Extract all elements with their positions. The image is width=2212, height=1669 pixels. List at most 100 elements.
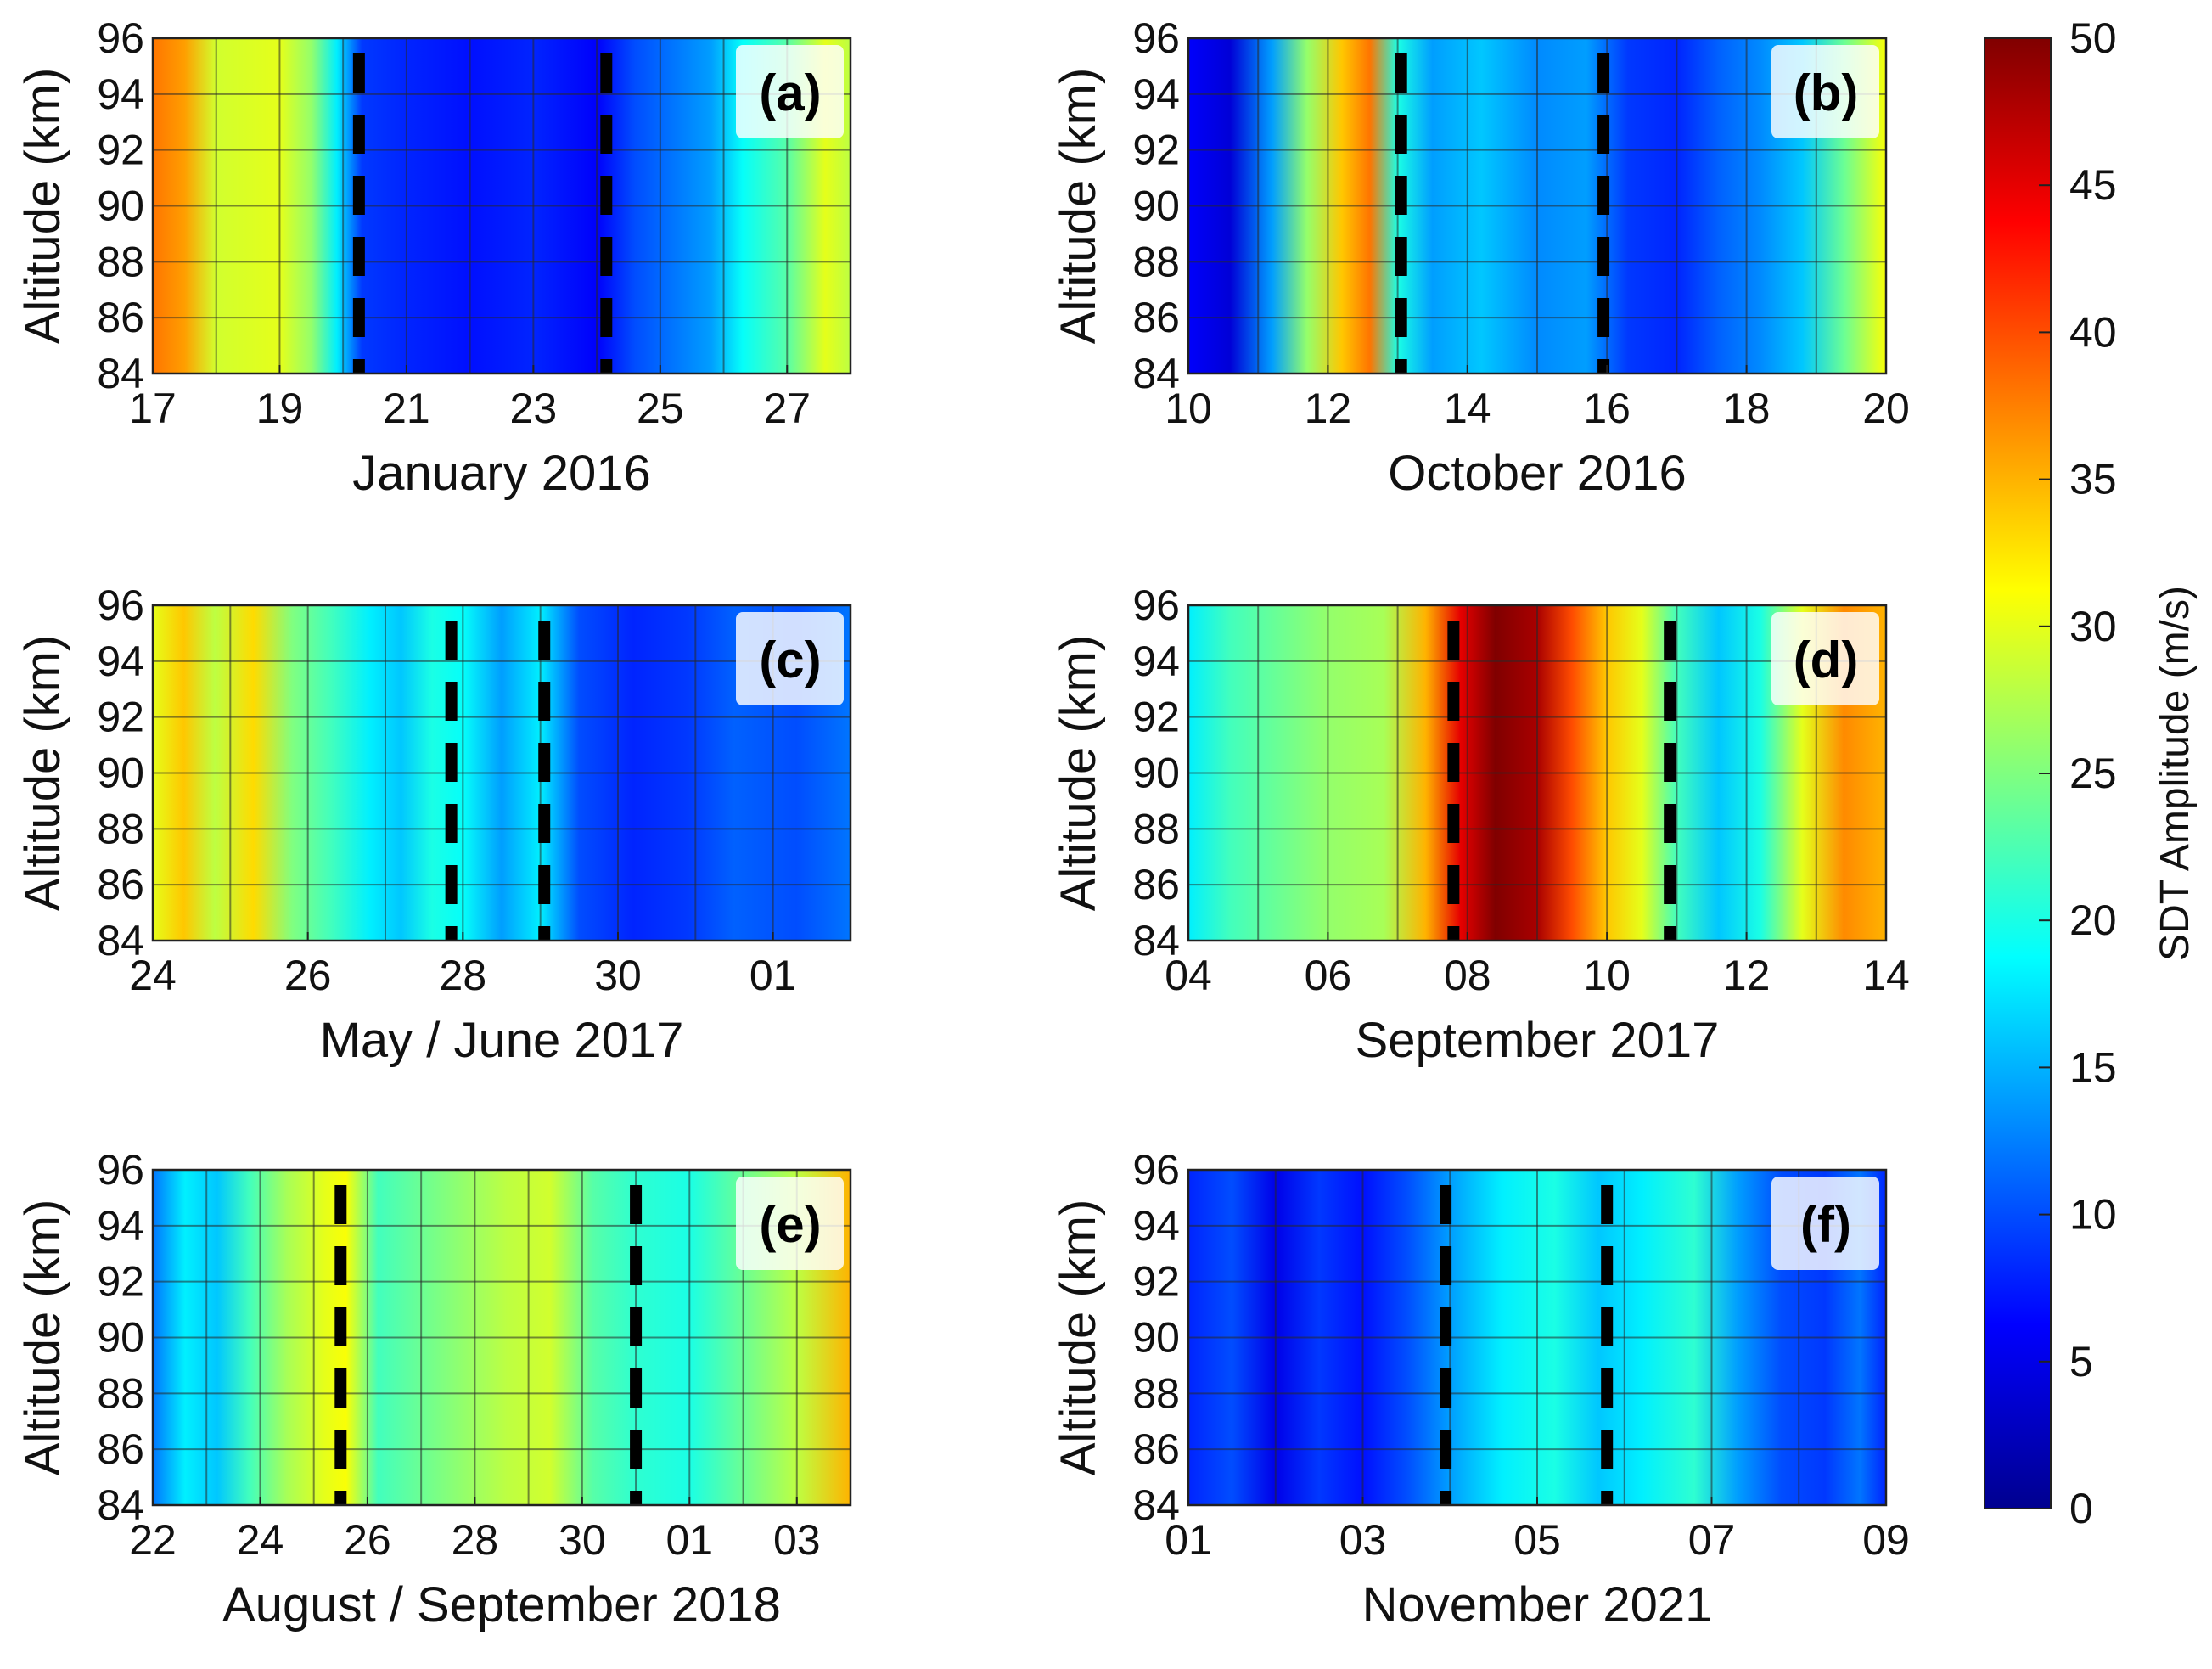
x-tick-label: 24 bbox=[237, 1516, 284, 1564]
y-tick-label: 94 bbox=[1132, 1202, 1180, 1250]
panel-label-box bbox=[736, 612, 844, 705]
x-tick-label: 22 bbox=[129, 1516, 177, 1564]
y-tick-label: 84 bbox=[97, 350, 144, 397]
y-tick-label: 90 bbox=[1132, 183, 1180, 230]
panel-f: 84 86 88 90 92 94 96 01 03 05 07 09 November 2021 Alt… bbox=[1051, 1146, 1910, 1632]
y-tick-label: 84 bbox=[97, 1481, 144, 1529]
panel-a: 84 86 88 90 92 94 96 17 19 21 23 25 27 January 2016 Al… bbox=[15, 14, 852, 501]
x-tick-label: 18 bbox=[1723, 385, 1771, 432]
panel-e: 84 86 88 90 92 94 96 22 24 26 28 30 01 03 August / Sep… bbox=[15, 1146, 852, 1632]
y-tick-label: 86 bbox=[97, 294, 144, 341]
y-tick-label: 86 bbox=[1132, 1425, 1180, 1473]
colorbar-tick-label: 5 bbox=[2069, 1338, 2093, 1385]
y-tick-label: 88 bbox=[1132, 1369, 1180, 1417]
x-tick-label: 23 bbox=[510, 385, 558, 432]
y-tick-label: 90 bbox=[97, 183, 144, 230]
x-axis-title: May / June 2017 bbox=[320, 1013, 684, 1068]
panel-label: (b) bbox=[1794, 65, 1859, 121]
x-tick-label: 10 bbox=[1165, 385, 1212, 432]
y-tick-label: 86 bbox=[97, 1425, 144, 1473]
x-axis-title: September 2017 bbox=[1356, 1013, 1720, 1068]
x-tick-label: 09 bbox=[1862, 1516, 1910, 1564]
y-axis-title: Altitude (km) bbox=[15, 635, 70, 912]
y-tick-label: 96 bbox=[97, 14, 144, 62]
y-tick-label: 96 bbox=[1132, 582, 1180, 629]
plot-frame bbox=[1187, 37, 1888, 375]
x-tick-label: 12 bbox=[1723, 952, 1771, 999]
y-tick-label: 86 bbox=[1132, 861, 1180, 908]
y-tick-label: 94 bbox=[97, 70, 144, 118]
colorbar-ticks: 0 5 10 15 20 25 30 35 40 45 50 bbox=[2039, 14, 2117, 1532]
x-tick-label: 01 bbox=[749, 952, 797, 999]
x-tick-label: 06 bbox=[1305, 952, 1352, 999]
panel-d: 84 86 88 90 92 94 96 04 06 08 10 12 14 September 2017… bbox=[1051, 582, 1910, 1068]
y-tick-label: 88 bbox=[97, 1369, 144, 1417]
x-tick-label: 07 bbox=[1688, 1516, 1736, 1564]
y-tick-label: 86 bbox=[97, 861, 144, 908]
panel-label: (d) bbox=[1794, 632, 1859, 688]
y-tick-label: 90 bbox=[97, 750, 144, 797]
colorbar-tick-label: 0 bbox=[2069, 1485, 2093, 1532]
x-tick-label: 25 bbox=[637, 385, 684, 432]
panel-label: (a) bbox=[759, 65, 821, 121]
y-tick-label: 92 bbox=[97, 1258, 144, 1306]
x-axis-title: October 2016 bbox=[1388, 446, 1686, 501]
x-tick-label: 12 bbox=[1305, 385, 1352, 432]
y-tick-label: 94 bbox=[1132, 638, 1180, 685]
y-axis-title: Altitude (km) bbox=[15, 1200, 70, 1476]
x-tick-label: 17 bbox=[129, 385, 177, 432]
y-tick-label: 94 bbox=[97, 1202, 144, 1250]
y-tick-label: 86 bbox=[1132, 294, 1180, 341]
colorbar-tick-label: 50 bbox=[2069, 14, 2117, 62]
y-tick-label: 90 bbox=[1132, 750, 1180, 797]
y-tick-label: 92 bbox=[1132, 694, 1180, 741]
y-tick-label: 96 bbox=[1132, 14, 1180, 62]
colorbar-tick-label: 35 bbox=[2069, 456, 2117, 503]
x-tick-label: 28 bbox=[440, 952, 487, 999]
colorbar-tick-label: 20 bbox=[2069, 896, 2117, 944]
colorbar-tick-label: 45 bbox=[2069, 161, 2117, 209]
x-tick-label: 19 bbox=[256, 385, 304, 432]
x-tick-label: 01 bbox=[1165, 1516, 1212, 1564]
plot-frame bbox=[151, 604, 852, 942]
x-tick-label: 03 bbox=[773, 1516, 821, 1564]
panel-label-box bbox=[1771, 45, 1879, 138]
x-axis-title: January 2016 bbox=[352, 446, 650, 501]
panel-label-box bbox=[1771, 1177, 1879, 1270]
panel-label: (c) bbox=[759, 632, 821, 688]
y-tick-label: 96 bbox=[97, 1146, 144, 1194]
y-tick-label: 92 bbox=[1132, 126, 1180, 174]
y-tick-label: 92 bbox=[1132, 1258, 1180, 1306]
x-tick-label: 26 bbox=[284, 952, 332, 999]
y-axis-title: Altitude (km) bbox=[1051, 1200, 1106, 1476]
colorbar-tick-label: 25 bbox=[2069, 750, 2117, 797]
x-tick-label: 04 bbox=[1165, 952, 1212, 999]
y-tick-label: 96 bbox=[97, 582, 144, 629]
y-tick-label: 84 bbox=[1132, 1481, 1180, 1529]
y-tick-label: 90 bbox=[97, 1314, 144, 1362]
y-tick-label: 92 bbox=[97, 694, 144, 741]
x-tick-label: 27 bbox=[763, 385, 811, 432]
colorbar-tick-label: 10 bbox=[2069, 1191, 2117, 1239]
colorbar-tick-label: 15 bbox=[2069, 1043, 2117, 1091]
x-tick-label: 16 bbox=[1583, 385, 1631, 432]
x-tick-label: 24 bbox=[129, 952, 177, 999]
y-tick-label: 84 bbox=[1132, 350, 1180, 397]
x-tick-label: 10 bbox=[1583, 952, 1631, 999]
x-tick-label: 30 bbox=[594, 952, 642, 999]
x-tick-label: 21 bbox=[383, 385, 430, 432]
panel-label: (f) bbox=[1800, 1196, 1851, 1253]
y-tick-label: 92 bbox=[97, 126, 144, 174]
panel-label: (e) bbox=[759, 1196, 821, 1253]
y-axis-title: Altitude (km) bbox=[1051, 68, 1106, 345]
panel-label-box bbox=[736, 45, 844, 138]
x-tick-label: 26 bbox=[344, 1516, 391, 1564]
panel-c: 84 86 88 90 92 94 96 24 26 28 30 01 May / June 2017 A… bbox=[15, 582, 852, 1068]
plot-frame bbox=[151, 37, 852, 375]
y-tick-label: 84 bbox=[1132, 917, 1180, 964]
plot-frame bbox=[1187, 604, 1888, 942]
x-tick-label: 14 bbox=[1862, 952, 1910, 999]
plot-frame bbox=[151, 1168, 852, 1507]
y-tick-label: 94 bbox=[97, 638, 144, 685]
